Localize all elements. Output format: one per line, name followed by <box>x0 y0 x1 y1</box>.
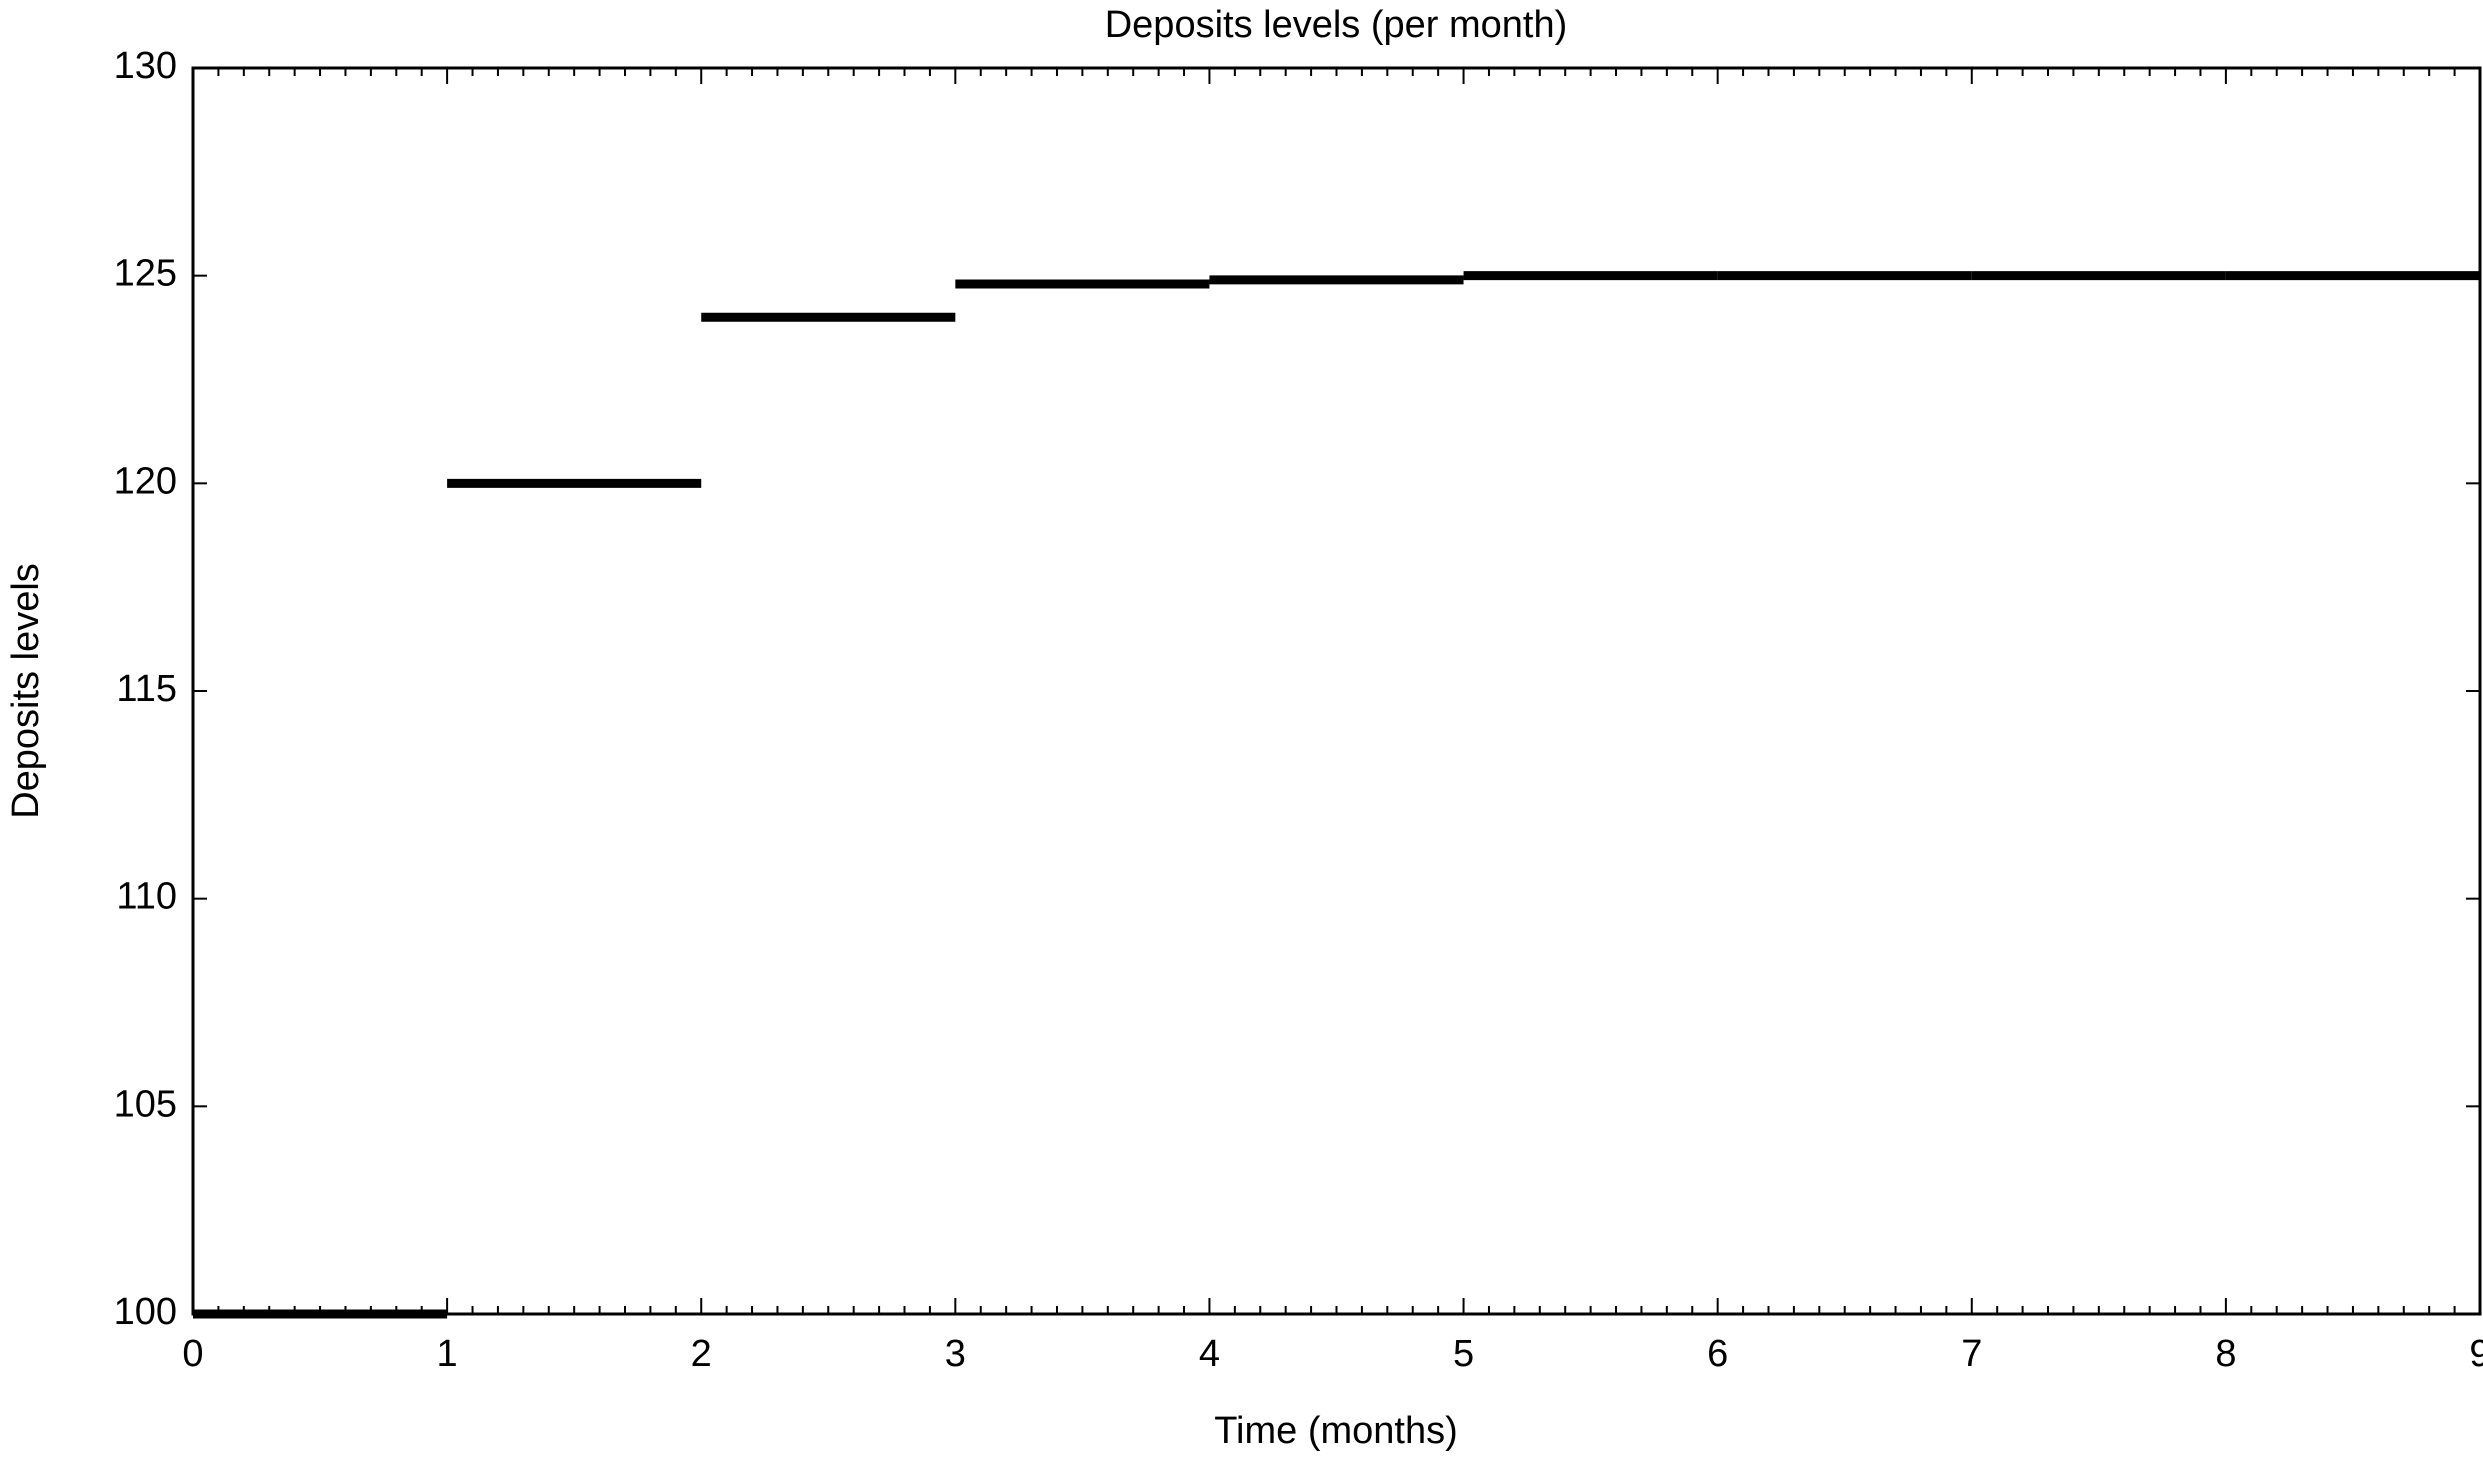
x-tick-label: 1 <box>437 1333 458 1375</box>
x-tick-label: 4 <box>1199 1333 1220 1375</box>
plot-frame <box>191 66 2482 1316</box>
x-tick-label: 6 <box>1707 1333 1728 1375</box>
x-tick-label: 8 <box>2215 1333 2236 1375</box>
y-tick-label: 100 <box>114 1291 177 1333</box>
y-tick-label: 115 <box>116 668 177 710</box>
x-tick-label: 2 <box>691 1333 712 1375</box>
x-tick-label: 7 <box>1961 1333 1982 1375</box>
y-tick-label: 125 <box>114 253 177 295</box>
chart-title: Deposits levels (per month) <box>1105 4 1568 46</box>
y-tick-label: 130 <box>114 45 177 87</box>
x-tick-label: 3 <box>945 1333 966 1375</box>
x-axis-label: Time (months) <box>1214 1410 1458 1452</box>
y-tick-label: 120 <box>114 460 177 502</box>
y-axis-label: Deposits levels <box>5 563 47 819</box>
x-tick-label: 5 <box>1453 1333 1474 1375</box>
y-tick-label: 105 <box>114 1083 177 1125</box>
x-tick-label: 9 <box>2469 1333 2483 1375</box>
x-tick-label: 0 <box>182 1333 203 1375</box>
y-tick-label: 110 <box>116 876 177 918</box>
